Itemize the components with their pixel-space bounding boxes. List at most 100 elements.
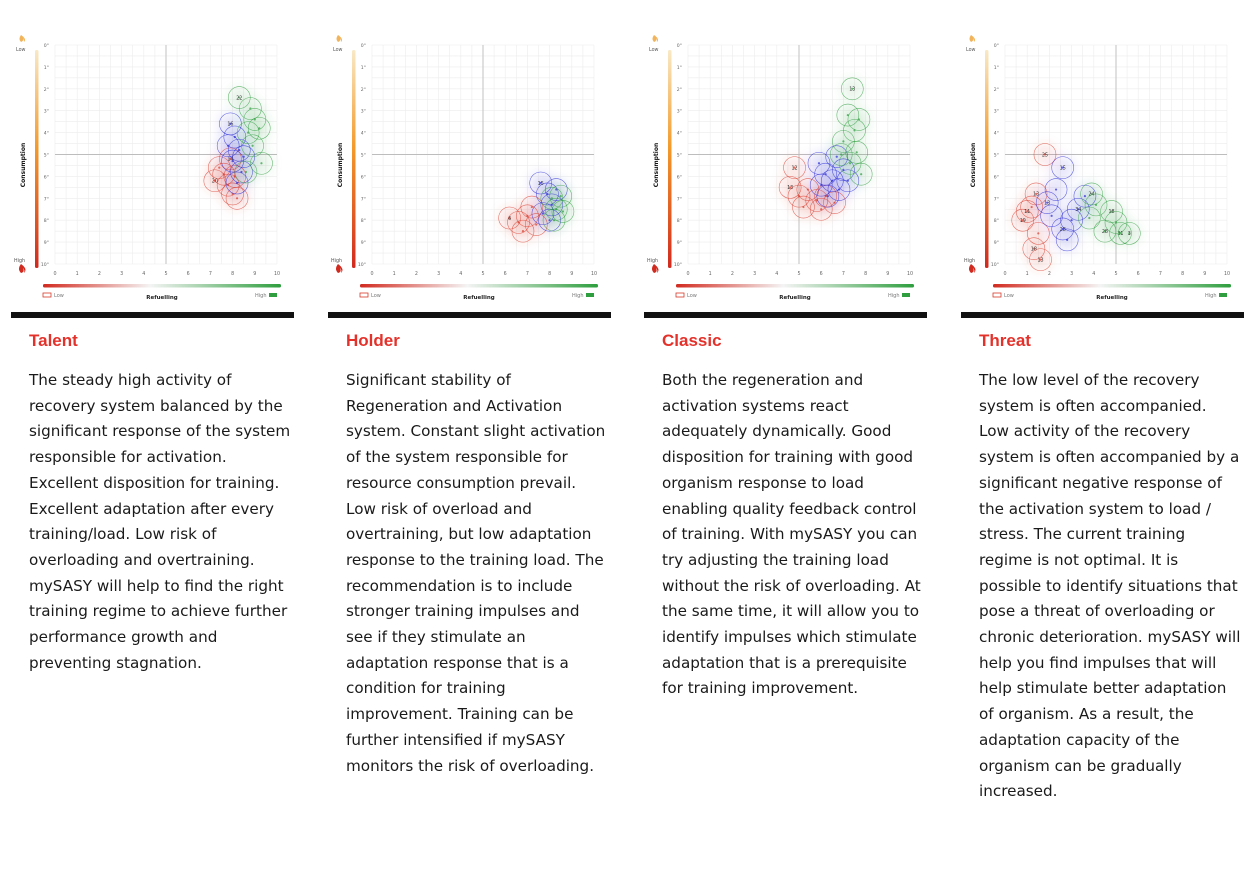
data-point (236, 121, 260, 144)
data-point-center (789, 186, 792, 189)
high-battery-icon (269, 293, 277, 297)
data-point-center (539, 181, 542, 185)
y-tick-label: 2° (361, 87, 366, 93)
y-tick-label: 7° (994, 196, 999, 202)
data-point-center (802, 205, 805, 209)
x-tick-label: 7 (842, 271, 845, 277)
data-point-center (848, 162, 852, 165)
data-point-center (851, 87, 854, 90)
y-tick-label: 0° (361, 43, 366, 49)
data-point (827, 178, 851, 201)
data-point-center (530, 205, 533, 209)
y-high-label: High (964, 258, 975, 264)
x-tick-label: 6 (187, 271, 190, 277)
low-battery-icon (992, 292, 1002, 298)
data-point-center (244, 170, 248, 174)
data-point-center (258, 127, 261, 130)
data-point (221, 182, 244, 206)
data-point-center (235, 181, 239, 185)
data-point-center (253, 118, 256, 121)
y-low-label: Low (333, 47, 343, 53)
x-tick-label: 4 (775, 271, 778, 277)
data-point (849, 162, 873, 186)
data-point (836, 169, 860, 193)
y-tick-label: 4° (44, 131, 49, 137)
data-label: 20 (212, 179, 218, 185)
x-tick-label: 6 (504, 271, 507, 277)
data-label: 11 (1024, 209, 1030, 215)
x-tick-label: 10 (1224, 271, 1230, 277)
chart-classic: LowHighConsumption0°1°2°3°4°5°6°7°8°9°10… (647, 35, 914, 301)
data-point-center (1046, 201, 1049, 204)
data-label: 13 (787, 185, 793, 191)
y-axis-label: Consumption (653, 143, 660, 188)
y-tick-label: 0° (44, 43, 49, 49)
data-point (1027, 222, 1050, 245)
data-point-center (1037, 232, 1040, 235)
y-tick-label: 9° (677, 240, 682, 246)
y-tick-label: 6° (361, 174, 366, 180)
x-tick-label: 7 (209, 271, 212, 277)
y-tick-label: 8° (44, 218, 49, 224)
data-point (208, 156, 231, 179)
data-point (1022, 237, 1046, 260)
y-tick-label: 1° (44, 65, 49, 71)
data-point-center (820, 208, 823, 211)
data-label: 6 (508, 216, 511, 222)
consumption-gradient-bar (35, 50, 39, 268)
y-tick-label: 1° (994, 65, 999, 71)
data-point-center (1034, 192, 1038, 196)
data-point (1051, 217, 1074, 241)
density-blobs (203, 86, 273, 210)
data-point-center (837, 188, 841, 191)
data-point (836, 103, 860, 127)
data-point (1084, 193, 1108, 217)
data-point-center (555, 188, 558, 191)
data-point (787, 184, 811, 208)
y-high-label: High (331, 258, 342, 264)
high-battery-icon (586, 293, 594, 297)
y-tick-label: 3° (361, 109, 366, 115)
data-point (520, 195, 544, 219)
refuelling-gradient-bar (360, 284, 598, 288)
y-high-label: High (14, 258, 25, 264)
data-point (809, 173, 833, 197)
data-point-center (260, 162, 263, 165)
x-tick-label: 1 (76, 271, 79, 277)
x-high-label: High (572, 293, 584, 299)
data-point-center (1030, 205, 1033, 209)
x-axis-label: Refuelling (463, 295, 495, 301)
x-low-label: Low (687, 293, 697, 299)
panel-title: Classic (662, 331, 722, 350)
flame-icon-low (336, 35, 342, 42)
y-low-label: Low (649, 47, 659, 53)
y-tick-label: 4° (994, 131, 999, 137)
x-tick-label: 10 (591, 271, 597, 277)
panel-description: Both the regeneration and activation sys… (662, 371, 921, 698)
data-point (1078, 206, 1101, 230)
x-tick-label: 8 (864, 271, 867, 277)
panel-divider (644, 312, 927, 318)
x-tick-label: 1 (709, 271, 712, 277)
data-label: 31 (1117, 231, 1123, 237)
data-point-center (846, 179, 849, 182)
x-tick-label: 1 (393, 271, 396, 277)
x-tick-label: 2 (98, 271, 101, 277)
data-label: 22 (236, 95, 242, 101)
data-label: 15 (538, 181, 544, 187)
panel-title: Holder (346, 331, 400, 350)
x-tick-label: 6 (1137, 271, 1140, 277)
panel-talent: Low High Consumption 0° 1° 2° 3° 4° 5° 6° 7° 8° 9° 10… (11, 0, 294, 875)
data-point (1033, 143, 1057, 166)
x-tick-label: 0 (686, 271, 689, 277)
data-label: 3 (1128, 231, 1131, 237)
y-tick-label: 10° (41, 262, 49, 268)
data-point-center (1054, 188, 1058, 191)
data-point (783, 156, 806, 179)
y-tick-label: 10° (358, 262, 366, 268)
data-point-center (1066, 238, 1069, 242)
data-point-center (1128, 232, 1131, 235)
flame-icon-high (19, 264, 26, 273)
data-point-center (541, 212, 545, 215)
data-point (1029, 248, 1052, 271)
